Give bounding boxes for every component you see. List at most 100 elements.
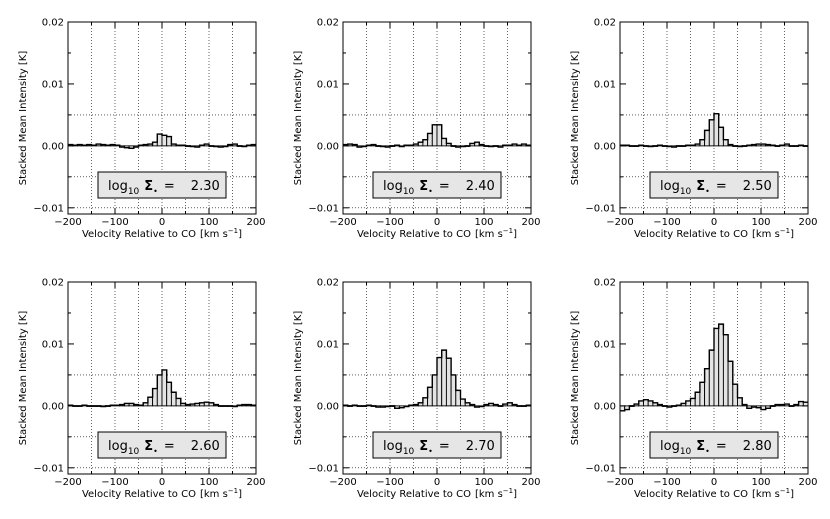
label-log-base: 10 (128, 187, 140, 197)
bar (436, 357, 443, 407)
x-axis-label: Velocity Relative to CO (357, 489, 471, 500)
y-tick-label: 0.01 (42, 79, 64, 90)
y-tick-label: 0.02 (42, 278, 64, 289)
x-axis-unit-exp: −1 (503, 487, 513, 495)
x-tick-label: 100 (199, 217, 218, 228)
bar (436, 124, 443, 147)
label-equals: = (164, 179, 175, 194)
bar (643, 399, 649, 407)
bar (166, 381, 172, 407)
panel-label: log10 Σ• = 2.70 (383, 439, 495, 457)
bar (450, 374, 457, 407)
label-log: log (108, 439, 128, 454)
bar (445, 357, 452, 407)
x-tick-label: 100 (199, 477, 218, 488)
ticks (619, 281, 809, 474)
bar (638, 400, 644, 407)
bar (713, 113, 720, 147)
bar (431, 124, 438, 147)
ticks (67, 21, 257, 214)
y-axis-title: Stacked Mean Intensity [K] (293, 51, 304, 186)
y-axis-title: Stacked Mean Intensity [K] (18, 311, 29, 446)
label-value: 2.30 (191, 179, 220, 194)
spectrum-outline (68, 133, 256, 150)
y-tick-label: 0.00 (317, 141, 339, 152)
x-tick-label: 0 (711, 477, 717, 488)
bar (718, 126, 724, 147)
label-box (372, 171, 502, 199)
y-tick-label: 0.00 (42, 141, 64, 152)
x-axis-unit-exp: −1 (228, 227, 238, 235)
bar (704, 368, 710, 407)
spectrum-outline (620, 112, 808, 148)
chart-panel-3: −200 −100 0 100 200 −0.01 0.00 0.01 0.02 Velocity… (570, 18, 818, 241)
y-axis-title: Stacked Mean Intensity [K] (570, 51, 581, 186)
ticks (67, 281, 257, 474)
label-equals: = (716, 179, 727, 194)
x-tick-label: −100 (653, 477, 680, 488)
y-tick-label: 0.02 (594, 278, 616, 289)
bar (737, 397, 743, 407)
label-sigma: Σ (144, 179, 153, 194)
x-axis-unit-close: ] (790, 489, 794, 500)
y-tick-label: 0.02 (317, 18, 339, 29)
x-axis-title: Velocity Relative to CO [km s−1] (82, 487, 242, 500)
x-axis-title: Velocity Relative to CO [km s−1] (634, 487, 794, 500)
bar (704, 129, 710, 147)
label-log-base: 10 (403, 187, 415, 197)
bar (422, 397, 429, 407)
label-box (97, 171, 227, 199)
chart-panel-6: −200 −100 0 100 200 −0.01 0.00 0.01 0.02 Velocity… (570, 278, 818, 501)
y-tick-label: −0.01 (308, 463, 339, 474)
label-star: • (428, 187, 433, 196)
spectrum-outline (343, 124, 531, 148)
bar (685, 400, 691, 407)
x-tick-label: 0 (159, 217, 165, 228)
label-box (372, 431, 502, 459)
bar (147, 396, 154, 407)
y-tick-label: −0.01 (585, 463, 616, 474)
bar (694, 391, 701, 407)
y-tick-label: 0.01 (317, 339, 339, 350)
label-log-base: 10 (128, 447, 140, 457)
panel-label: log10 Σ• = 2.30 (108, 179, 220, 197)
label-sigma: Σ (419, 439, 428, 454)
bar (708, 119, 715, 147)
label-star: • (705, 187, 710, 196)
x-axis-label: Velocity Relative to CO (82, 229, 196, 240)
bar (699, 381, 706, 407)
bar (690, 397, 696, 407)
x-tick-label: −200 (606, 217, 633, 228)
y-axis-title: Stacked Mean Intensity [K] (18, 51, 29, 186)
x-axis-unit: [km s (752, 229, 780, 240)
x-tick-label: −100 (376, 477, 403, 488)
x-tick-label: 0 (159, 477, 165, 488)
y-tick-label: 0.01 (594, 339, 616, 350)
y-tick-label: 0.02 (594, 18, 616, 29)
x-axis-title: Velocity Relative to CO [km s−1] (82, 227, 242, 240)
x-tick-label: 200 (246, 477, 265, 488)
x-axis-unit-close: ] (513, 489, 517, 500)
x-tick-label: 100 (751, 217, 770, 228)
label-value: 2.60 (191, 439, 220, 454)
spectrum-outline (620, 323, 808, 412)
spectrum-outline (343, 349, 531, 410)
bars (619, 323, 809, 412)
chart-panel-2: −200 −100 0 100 200 −0.01 0.00 0.01 0.02 Velocity… (293, 18, 541, 241)
ticks (342, 21, 532, 214)
bar (441, 349, 447, 407)
bar (713, 328, 720, 407)
spectrum-outline (68, 369, 256, 408)
x-axis-title: Velocity Relative to CO [km s−1] (357, 227, 517, 240)
label-log: log (660, 439, 680, 454)
label-log-base: 10 (680, 447, 692, 457)
label-star: • (428, 447, 433, 456)
x-axis-title: Velocity Relative to CO [km s−1] (634, 227, 794, 240)
bar (427, 133, 433, 147)
label-equals: = (716, 439, 727, 454)
bar (161, 369, 168, 407)
x-axis-unit-close: ] (513, 229, 517, 240)
bar (732, 383, 738, 407)
x-axis-unit: [km s (475, 489, 503, 500)
label-log: log (108, 179, 128, 194)
